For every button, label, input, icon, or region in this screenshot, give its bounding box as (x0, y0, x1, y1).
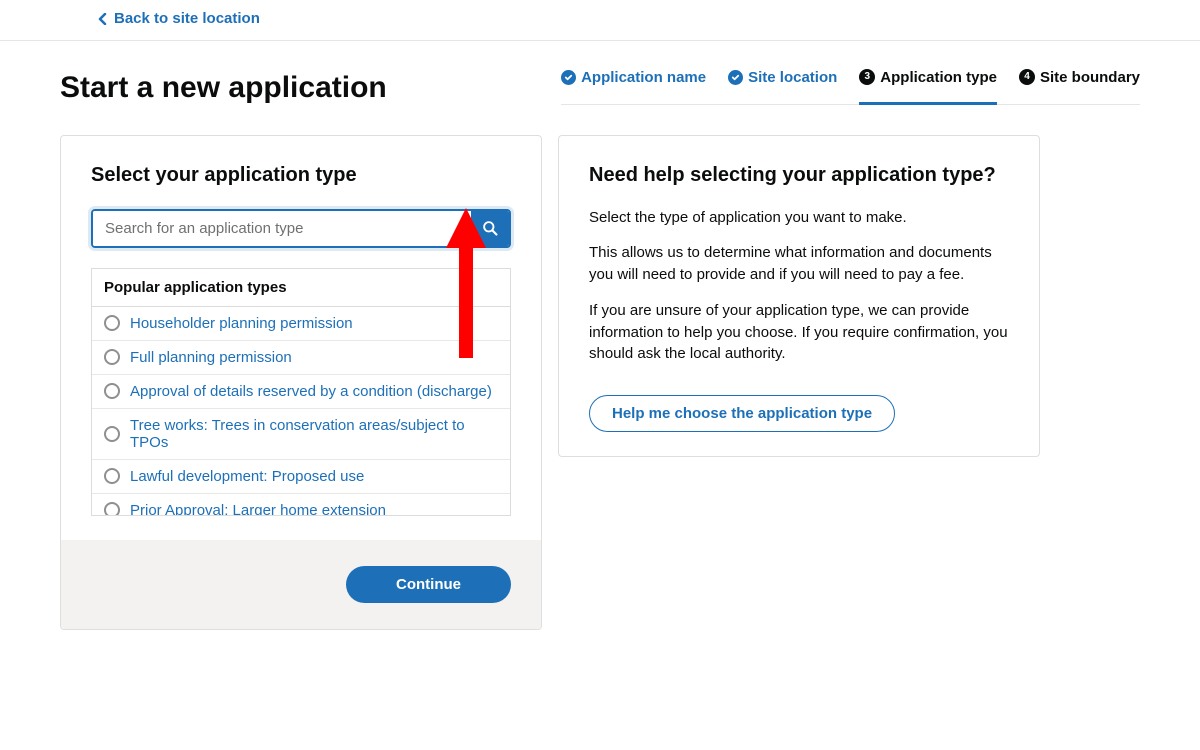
step-label: Application name (581, 69, 706, 86)
help-title: Need help selecting your application typ… (589, 164, 1009, 187)
step-label: Site boundary (1040, 69, 1140, 86)
radio-icon (104, 349, 120, 365)
help-card: Need help selecting your application typ… (558, 135, 1040, 458)
list-item[interactable]: Approval of details reserved by a condit… (92, 375, 510, 409)
list-item-label: Prior Approval: Larger home extension (130, 502, 386, 516)
step-number-badge: 4 (1019, 69, 1035, 85)
step-number-badge: 3 (859, 69, 875, 85)
search-icon (482, 220, 499, 237)
list-item[interactable]: Tree works: Trees in conservation areas/… (92, 409, 510, 460)
radio-icon (104, 468, 120, 484)
search-input[interactable] (93, 211, 471, 246)
search-button[interactable] (471, 211, 509, 246)
list-item-label: Householder planning permission (130, 315, 353, 332)
page-title: Start a new application (60, 71, 387, 105)
list-item-label: Approval of details reserved by a condit… (130, 383, 492, 400)
radio-icon (104, 426, 120, 442)
list-item-label: Full planning permission (130, 349, 292, 366)
select-type-card: Select your application type Popular app… (60, 135, 542, 630)
radio-icon (104, 383, 120, 399)
check-icon (561, 70, 576, 85)
help-text: If you are unsure of your application ty… (589, 300, 1009, 365)
step-site-boundary[interactable]: 4 Site boundary (1019, 69, 1140, 105)
list-item[interactable]: Prior Approval: Larger home extension (92, 494, 510, 516)
step-label: Application type (880, 69, 997, 86)
help-choose-button[interactable]: Help me choose the application type (589, 395, 895, 432)
continue-button[interactable]: Continue (346, 566, 511, 603)
popular-types-header: Popular application types (92, 269, 510, 307)
help-text: This allows us to determine what informa… (589, 242, 1009, 286)
list-item[interactable]: Full planning permission (92, 341, 510, 375)
help-text: Select the type of application you want … (589, 207, 1009, 229)
radio-icon (104, 502, 120, 516)
list-item-label: Tree works: Trees in conservation areas/… (130, 417, 498, 451)
application-type-list: Popular application types Householder pl… (91, 268, 511, 516)
list-item[interactable]: Lawful development: Proposed use (92, 460, 510, 494)
chevron-left-icon (98, 13, 108, 25)
search-row (91, 209, 511, 248)
check-icon (728, 70, 743, 85)
back-link-label: Back to site location (114, 10, 260, 27)
step-site-location[interactable]: Site location (728, 69, 837, 105)
step-application-type[interactable]: 3 Application type (859, 69, 997, 105)
list-item-label: Lawful development: Proposed use (130, 468, 364, 485)
select-type-title: Select your application type (91, 164, 511, 187)
list-item[interactable]: Householder planning permission (92, 307, 510, 341)
step-label: Site location (748, 69, 837, 86)
back-link[interactable]: Back to site location (98, 10, 260, 27)
radio-icon (104, 315, 120, 331)
stepper: Application name Site location 3 Applica… (561, 69, 1140, 105)
step-application-name[interactable]: Application name (561, 69, 706, 105)
